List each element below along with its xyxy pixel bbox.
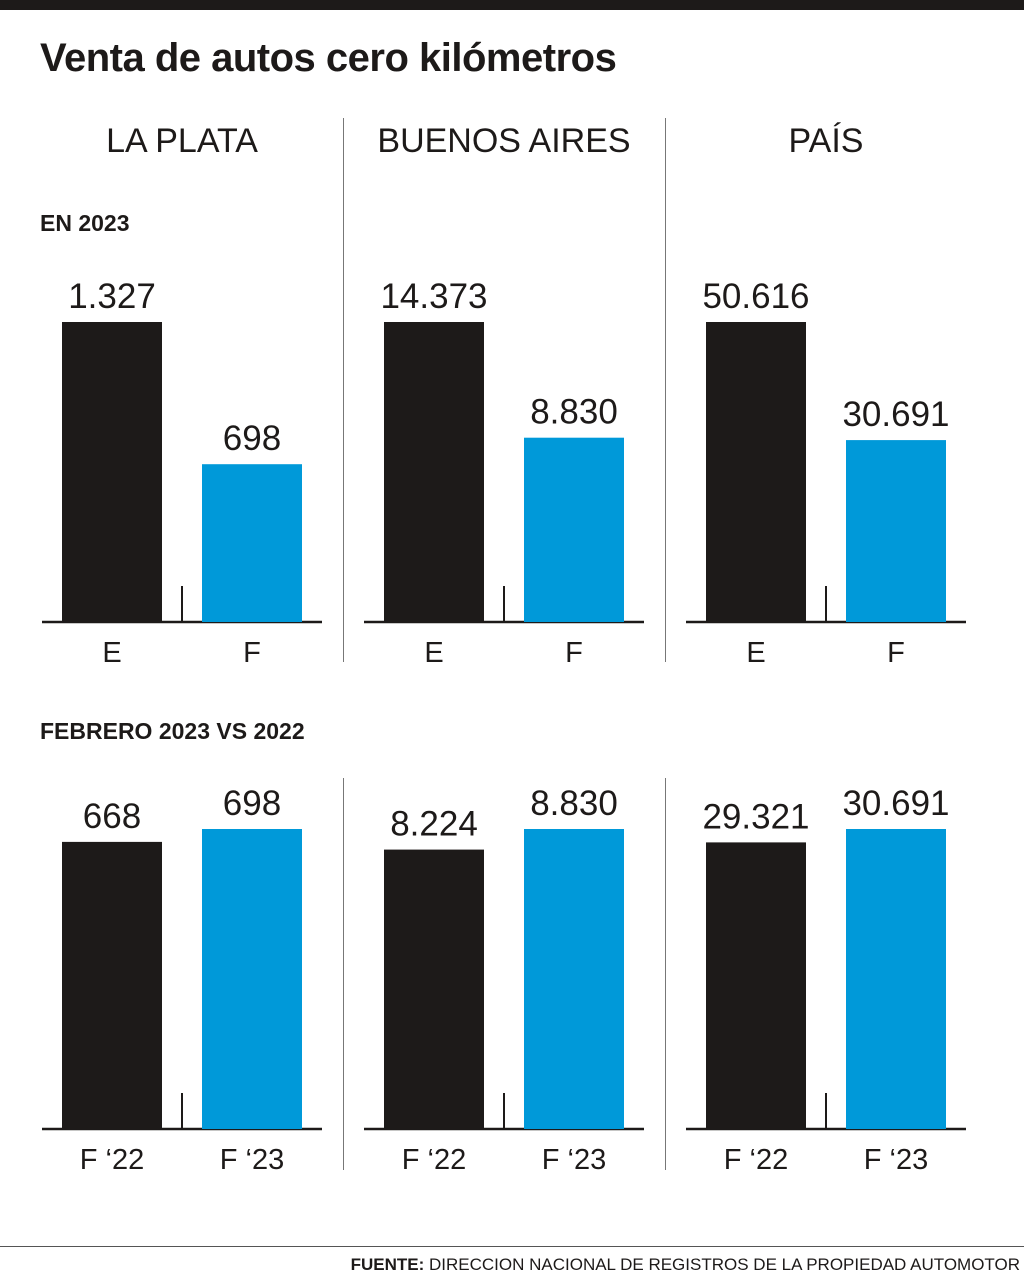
data-label: 50.616 xyxy=(702,277,809,316)
bar-F-2 xyxy=(846,440,946,622)
bar-F22-4 xyxy=(384,849,484,1129)
bar-E-1 xyxy=(384,322,484,622)
data-label: 8.830 xyxy=(530,784,618,823)
data-label: 8.224 xyxy=(390,805,478,844)
column-header-la-plata: LA PLATA xyxy=(106,122,258,160)
column-divider xyxy=(343,118,344,662)
section-label-febrero: FEBRERO 2023 VS 2022 xyxy=(40,718,305,744)
category-label: F xyxy=(887,637,905,669)
data-label: 8.830 xyxy=(530,393,618,432)
column-header-buenos-aires: BUENOS AIRES xyxy=(377,122,631,160)
category-label: F xyxy=(565,637,583,669)
top-rule xyxy=(0,0,1024,10)
source-label: FUENTE: xyxy=(350,1255,425,1274)
bar-F23-5 xyxy=(846,829,946,1129)
column-header-pais: PAÍS xyxy=(788,122,864,160)
data-label: 14.373 xyxy=(380,277,487,316)
category-label: F ‘23 xyxy=(220,1144,284,1176)
category-label: F ‘22 xyxy=(402,1144,466,1176)
category-label: F ‘22 xyxy=(724,1144,788,1176)
source-footer: FUENTE: DIRECCION NACIONAL DE REGISTROS … xyxy=(351,1255,1020,1275)
bar-F23-3 xyxy=(202,829,302,1129)
bar-F-1 xyxy=(524,437,624,622)
section-label-en-2023: EN 2023 xyxy=(40,210,130,236)
footer-rule xyxy=(0,1246,1024,1247)
column-divider xyxy=(665,118,666,662)
data-label: 1.327 xyxy=(68,277,156,316)
column-divider xyxy=(343,778,344,1170)
column-divider xyxy=(665,778,666,1170)
category-label: E xyxy=(102,637,121,669)
data-label: 698 xyxy=(223,419,281,458)
category-label: F ‘23 xyxy=(864,1144,928,1176)
data-label: 29.321 xyxy=(702,797,809,836)
data-label: 698 xyxy=(223,784,281,823)
category-label: E xyxy=(746,637,765,669)
category-label: E xyxy=(424,637,443,669)
category-label: F xyxy=(243,637,261,669)
data-label: 30.691 xyxy=(842,784,949,823)
bar-E-0 xyxy=(62,322,162,622)
bar-F22-3 xyxy=(62,841,162,1129)
bar-F-0 xyxy=(202,464,302,622)
category-label: F ‘23 xyxy=(542,1144,606,1176)
source-text: DIRECCION NACIONAL DE REGISTROS DE LA PR… xyxy=(428,1255,1020,1274)
bar-E-2 xyxy=(706,322,806,622)
chart-title: Venta de autos cero kilómetros xyxy=(40,36,617,80)
category-label: F ‘22 xyxy=(80,1144,144,1176)
bar-F23-4 xyxy=(524,829,624,1129)
data-label: 30.691 xyxy=(842,395,949,434)
bar-F22-5 xyxy=(706,842,806,1129)
data-label: 668 xyxy=(83,797,141,836)
